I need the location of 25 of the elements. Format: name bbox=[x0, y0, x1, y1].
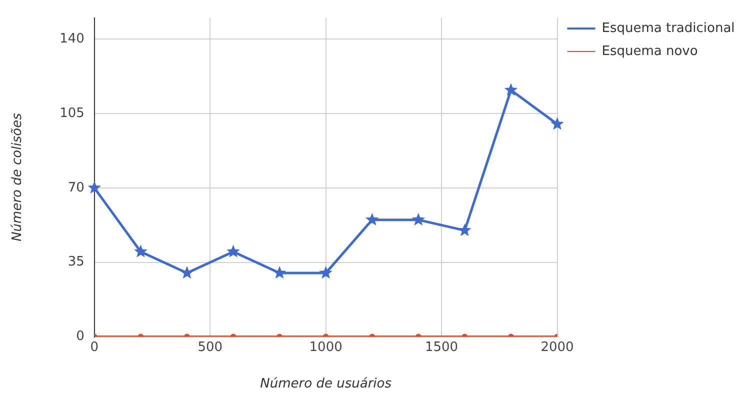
point bbox=[504, 83, 518, 96]
point bbox=[319, 266, 332, 279]
y-tick-label: 70 bbox=[68, 180, 84, 196]
x-tick-label: 0 bbox=[90, 340, 99, 355]
x-tick-label: 500 bbox=[198, 340, 223, 355]
point bbox=[226, 244, 240, 258]
x-axis-title: Número de usuários bbox=[260, 376, 392, 392]
x-tick-label: 1500 bbox=[424, 340, 458, 355]
point bbox=[412, 212, 426, 226]
legend-label: Esquema tradicional bbox=[602, 20, 735, 36]
y-tick-label: 140 bbox=[60, 31, 84, 46]
point bbox=[458, 223, 472, 236]
y-tick-label: 105 bbox=[60, 106, 84, 121]
point bbox=[88, 180, 102, 194]
point bbox=[365, 212, 379, 226]
point bbox=[134, 244, 148, 258]
y-tick-label: 35 bbox=[68, 254, 84, 270]
y-axis-title: Número de colisões bbox=[10, 112, 26, 242]
point bbox=[180, 266, 194, 279]
x-tick-label: 1000 bbox=[309, 340, 342, 355]
legend-label: Esquema novo bbox=[602, 44, 698, 59]
x-tick-label: 2000 bbox=[540, 340, 574, 355]
point bbox=[272, 266, 286, 279]
point bbox=[550, 117, 564, 130]
y-tick-label: 0 bbox=[76, 329, 84, 344]
